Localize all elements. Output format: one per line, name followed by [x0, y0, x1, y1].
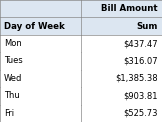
- Text: $1,385.38: $1,385.38: [115, 74, 158, 83]
- Bar: [0, 105, 81, 122]
- Bar: [0, 35, 81, 52]
- Text: Wed: Wed: [4, 74, 22, 83]
- Text: $903.81: $903.81: [123, 91, 158, 100]
- Text: Fri: Fri: [4, 109, 14, 118]
- Bar: [81, 105, 162, 122]
- Bar: [0, 17, 81, 35]
- Text: Mon: Mon: [4, 39, 22, 48]
- Bar: [81, 0, 162, 17]
- Bar: [81, 17, 162, 35]
- Bar: [0, 70, 81, 87]
- Text: Tues: Tues: [4, 56, 23, 66]
- Bar: [0, 0, 81, 17]
- Text: $437.47: $437.47: [123, 39, 158, 48]
- Text: $525.73: $525.73: [123, 109, 158, 118]
- Bar: [81, 35, 162, 52]
- Bar: [81, 70, 162, 87]
- Text: $316.07: $316.07: [123, 56, 158, 66]
- Bar: [81, 52, 162, 70]
- Text: Bill Amount: Bill Amount: [101, 4, 158, 13]
- Bar: [81, 87, 162, 105]
- Text: Sum: Sum: [137, 22, 158, 31]
- Text: Thu: Thu: [4, 91, 20, 100]
- Bar: [0, 52, 81, 70]
- Bar: [0, 87, 81, 105]
- Text: Day of Week: Day of Week: [4, 22, 65, 31]
